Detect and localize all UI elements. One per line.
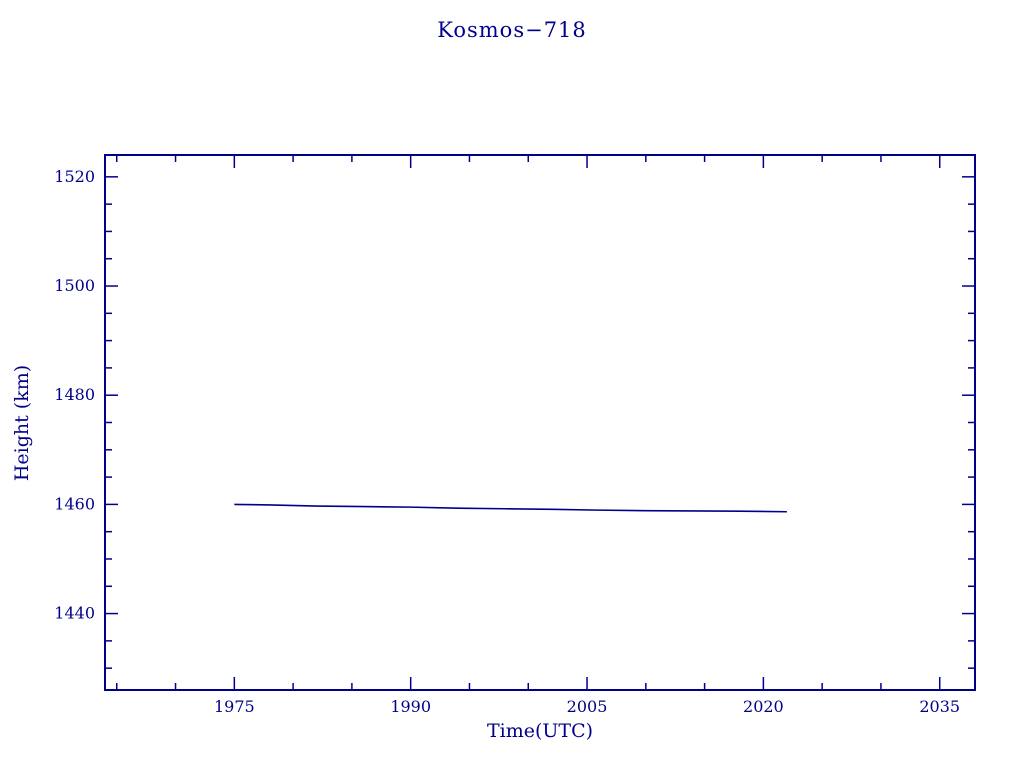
chart-title: Kosmos−718 [437,18,587,42]
y-tick-label: 1460 [54,494,95,513]
x-tick-label: 2035 [919,697,960,716]
y-tick-label: 1480 [54,385,95,404]
x-tick-label: 2020 [743,697,784,716]
y-axis-label: Height (km) [11,364,33,482]
x-tick-label: 2005 [567,697,608,716]
x-axis-label: Time(UTC) [486,720,594,742]
series-line-height [234,503,787,513]
plot-frame [104,154,976,691]
y-tick-label: 1500 [54,276,95,295]
y-tick-label: 1520 [54,167,95,186]
x-tick-label: 1990 [390,697,431,716]
x-tick-label: 1975 [214,697,255,716]
y-tick-label: 1440 [54,604,95,623]
